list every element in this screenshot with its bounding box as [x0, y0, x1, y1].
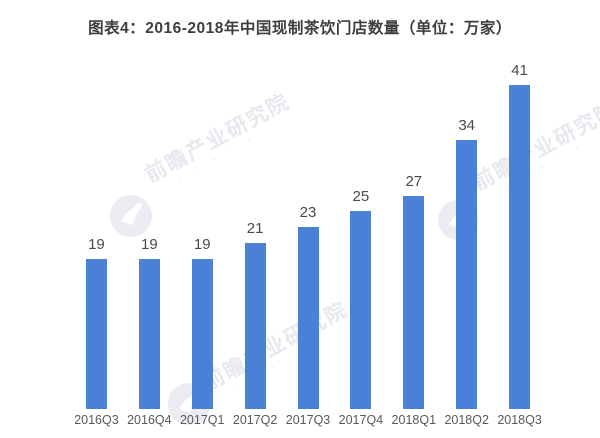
axis-tick-label: 2017Q4 — [338, 413, 384, 427]
bar — [85, 259, 107, 409]
axis-tick-label: 2018Q2 — [444, 413, 489, 427]
bar-value-label: 21 — [246, 220, 264, 237]
chart-title: 图表4：2016-2018年中国现制茶饮门店数量（单位：万家） — [88, 20, 512, 37]
bar-value-label: 25 — [352, 188, 370, 205]
bar-value-label: 41 — [511, 62, 528, 79]
bar-value-label: 27 — [405, 173, 423, 190]
bar-column: 21 — [229, 60, 282, 409]
bar-plot-area: 19 19 19 21 23 25 27 34 41 — [70, 60, 546, 409]
bar — [509, 85, 531, 409]
axis-tick-label: 2016Q3 — [74, 413, 119, 427]
bar-column: 19 — [70, 60, 123, 409]
bar — [297, 227, 319, 409]
bar — [456, 140, 478, 409]
bar-value-label: 34 — [458, 117, 476, 134]
bar-column: 19 — [176, 60, 229, 409]
bar-value-label: 23 — [299, 204, 317, 221]
bar-column: 25 — [334, 60, 387, 409]
axis-tick-label: 2017Q1 — [179, 413, 225, 427]
axis-tick-label: 2018Q1 — [391, 413, 437, 427]
bar-column: 41 — [493, 60, 546, 409]
bar — [350, 211, 372, 409]
bar-value-label: 19 — [193, 236, 211, 253]
bar — [138, 259, 160, 409]
bar-column: 27 — [387, 60, 440, 409]
bar — [403, 196, 425, 409]
axis-tick-label: 2017Q2 — [232, 413, 278, 427]
bar — [191, 259, 213, 409]
bar-value-label: 19 — [140, 236, 158, 253]
bar-column: 23 — [282, 60, 335, 409]
bar-column: 19 — [123, 60, 176, 409]
x-axis: 2016Q3 2016Q4 2017Q1 2017Q2 2017Q3 2017Q4 2018… — [70, 413, 546, 427]
bar — [244, 243, 266, 409]
axis-tick-label: 2018Q3 — [497, 413, 542, 427]
bar-column: 34 — [440, 60, 493, 409]
bar-value-label: 19 — [88, 236, 105, 253]
axis-tick-label: 2016Q4 — [127, 413, 172, 427]
axis-tick-label: 2017Q3 — [285, 413, 331, 427]
